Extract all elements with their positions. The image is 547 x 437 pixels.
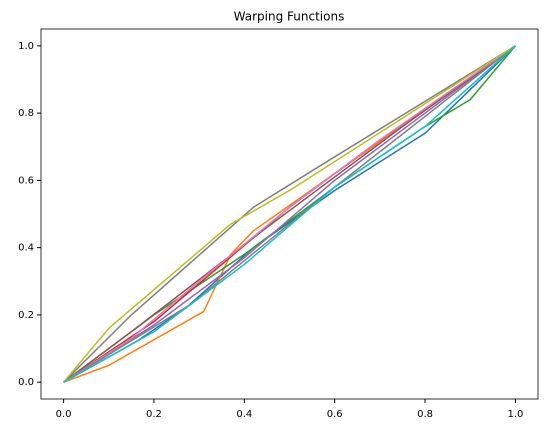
x-tick-label: 0.2 — [146, 409, 162, 420]
y-tick-label: 0.0 — [18, 377, 34, 388]
series-line — [63, 45, 516, 383]
series-line — [63, 45, 516, 383]
y-tick-label: 0.8 — [18, 108, 34, 119]
x-tick-label: 0.0 — [56, 409, 72, 420]
x-tick-label: 0.8 — [417, 409, 433, 420]
series-line — [63, 45, 516, 383]
x-tick-label: 1.0 — [507, 409, 523, 420]
y-tick-label: 1.0 — [18, 41, 34, 52]
x-tick-label: 0.6 — [327, 409, 343, 420]
series-line — [63, 45, 516, 383]
series-line — [63, 45, 516, 383]
series-line — [63, 45, 516, 383]
plot-frame — [40, 28, 539, 400]
y-tick-label: 0.2 — [18, 310, 34, 321]
y-tick-label: 0.6 — [18, 175, 34, 186]
chart-title: Warping Functions — [234, 10, 345, 24]
series-line — [63, 45, 516, 383]
x-tick-label: 0.4 — [236, 409, 252, 420]
y-tick-label: 0.4 — [18, 243, 34, 254]
